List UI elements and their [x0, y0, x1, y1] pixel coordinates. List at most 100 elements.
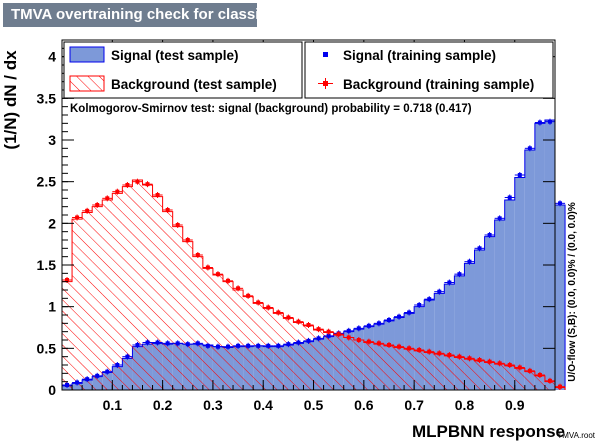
- background-training-marker: [434, 350, 445, 357]
- background-test-bar: [534, 375, 545, 390]
- background-training-marker: [343, 334, 354, 341]
- background-test-bar: [72, 219, 83, 390]
- background-training-marker: [313, 326, 324, 333]
- background-training-marker: [494, 360, 505, 367]
- x-tick-label: 0.2: [153, 397, 173, 413]
- background-test-bar: [474, 360, 485, 390]
- background-training-marker: [233, 285, 244, 292]
- background-training-marker: [293, 318, 304, 325]
- y-tick-label: 1: [48, 299, 56, 315]
- y-tick-label: 2.5: [37, 174, 57, 190]
- signal-training-marker: [273, 342, 284, 349]
- legend-label: Signal (training sample): [343, 48, 496, 63]
- legend-marker-signal-training: [323, 52, 328, 57]
- legend-swatch-signal-test: [69, 46, 105, 63]
- signal-training-marker: [424, 296, 435, 303]
- background-training-marker: [72, 214, 83, 221]
- background-test-bar: [524, 371, 535, 390]
- ks-test-annotation: Kolmogorov-Smirnov test: signal (backgro…: [70, 103, 472, 115]
- signal-training-marker: [484, 232, 495, 238]
- x-tick-label: 0.1: [103, 397, 123, 413]
- background-test-bar: [293, 322, 304, 390]
- legend-label: Background (training sample): [343, 77, 534, 92]
- legend-swatch-background-test: [69, 75, 105, 92]
- background-test-bar: [424, 352, 435, 390]
- signal-training-marker: [132, 342, 143, 348]
- signal-training-marker: [222, 343, 234, 350]
- background-training-marker: [152, 192, 163, 198]
- signal-training-marker: [343, 327, 354, 334]
- signal-training-marker: [494, 215, 505, 222]
- signal-test-bar: [524, 150, 535, 390]
- signal-test-bar: [464, 263, 475, 390]
- signal-training-marker: [253, 342, 264, 349]
- background-training-marker: [142, 181, 153, 188]
- background-training-marker: [253, 299, 264, 306]
- signal-test-bar: [544, 120, 555, 390]
- background-test-bar: [544, 381, 555, 390]
- signal-training-marker: [313, 335, 324, 342]
- background-test-bar: [162, 211, 173, 390]
- signal-training-marker: [544, 118, 555, 125]
- signal-training-marker: [293, 339, 304, 346]
- signal-training-marker: [474, 245, 485, 252]
- background-test-bar: [373, 344, 384, 390]
- signal-test-bar: [484, 236, 495, 390]
- background-training-marker: [454, 353, 465, 360]
- background-training-marker: [283, 314, 294, 321]
- background-training-marker: [464, 355, 475, 362]
- background-training-marker: [303, 322, 314, 328]
- signal-training-marker: [182, 341, 193, 348]
- background-training-marker: [122, 182, 133, 188]
- signal-training-marker: [454, 271, 465, 278]
- background-test-bar: [333, 335, 344, 390]
- x-tick-label: 0.8: [455, 397, 475, 413]
- overflow-label: U/O-flow (S,B): (0.0, 0.0)% / (0.0, 0.0)…: [567, 202, 578, 382]
- background-test-bar: [92, 206, 103, 390]
- y-tick-label: 0: [48, 382, 56, 398]
- background-test-bar: [122, 186, 133, 390]
- signal-training-marker: [142, 339, 153, 346]
- background-training-marker: [92, 202, 103, 208]
- y-tick-label: 3.5: [37, 90, 57, 106]
- background-training-marker: [212, 271, 223, 278]
- background-test-bar: [102, 200, 113, 390]
- background-training-marker: [172, 222, 183, 228]
- background-training-marker: [424, 348, 435, 355]
- signal-training-marker: [102, 368, 113, 375]
- background-test-bar: [353, 340, 364, 390]
- background-test-bar: [464, 359, 475, 390]
- background-test-bar: [303, 325, 314, 390]
- background-test-bar: [233, 290, 244, 390]
- legend-label: Background (test sample): [111, 77, 277, 92]
- signal-test-bar: [494, 220, 505, 390]
- background-training-marker: [192, 252, 203, 258]
- signal-test-bar: [434, 293, 445, 390]
- background-test-bar: [263, 308, 274, 390]
- background-training-marker: [102, 195, 113, 202]
- legend-box-right: [304, 41, 554, 99]
- background-training-marker: [514, 364, 525, 371]
- signal-test-bar: [474, 250, 485, 390]
- background-test-bar: [283, 318, 294, 390]
- signal-test-bar: [424, 300, 435, 390]
- signal-training-marker: [172, 340, 183, 347]
- signal-training-marker: [92, 372, 103, 379]
- x-tick-label: 0.5: [304, 397, 324, 413]
- signal-test-bar: [514, 177, 525, 390]
- background-test-bar: [414, 350, 425, 390]
- background-test-bar: [504, 365, 515, 390]
- background-test-bar: [202, 268, 213, 390]
- background-test-bar: [313, 330, 324, 390]
- background-test-bar: [172, 226, 183, 390]
- signal-training-marker: [233, 342, 244, 349]
- background-test-bar: [152, 196, 163, 390]
- signal-training-marker: [162, 340, 173, 347]
- legend-label: Signal (test sample): [111, 48, 239, 63]
- signal-test-bar: [555, 205, 566, 390]
- signal-training-marker: [192, 340, 203, 347]
- background-training-marker: [414, 347, 425, 353]
- signal-training-marker: [72, 379, 83, 386]
- signal-training-marker: [414, 302, 425, 308]
